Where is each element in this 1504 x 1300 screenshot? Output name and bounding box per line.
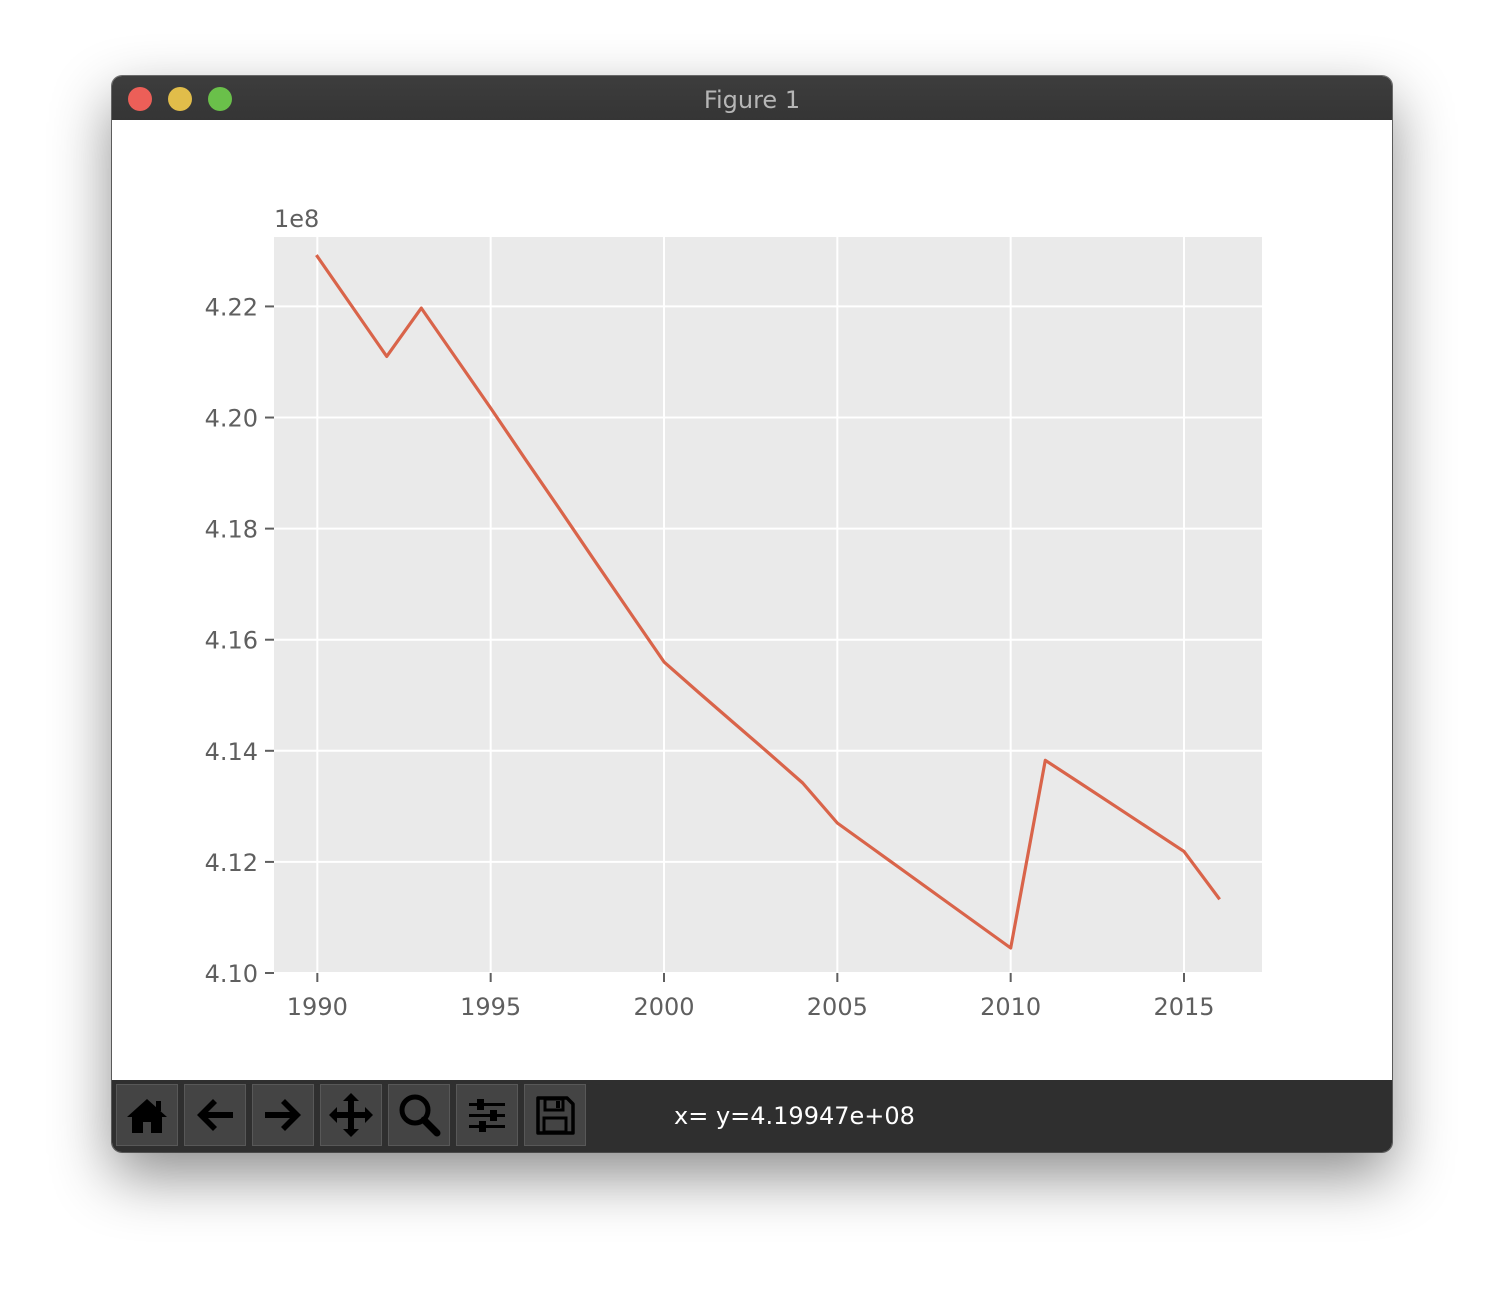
forward-button[interactable] (252, 1084, 314, 1146)
y-tick-label: 4.10 (205, 960, 258, 988)
x-tick-label: 2015 (1153, 993, 1214, 1021)
save-floppy-icon (536, 1096, 575, 1135)
y-tick-label: 4.14 (205, 738, 258, 766)
y-tick-label: 4.20 (205, 405, 258, 433)
minimize-window-button[interactable] (168, 87, 192, 111)
window-title: Figure 1 (703, 86, 801, 114)
configure-subplots-button[interactable] (456, 1084, 518, 1146)
x-tick-label: 1995 (460, 993, 521, 1021)
forward-arrow-icon (265, 1099, 301, 1131)
pan-button[interactable] (320, 1084, 382, 1146)
zoom-magnifier-icon (399, 1094, 441, 1137)
maximize-window-button[interactable] (208, 87, 232, 111)
y-tick-label: 4.18 (205, 516, 258, 544)
zoom-button[interactable] (388, 1084, 450, 1146)
cursor-coordinates-readout: x= y=4.19947e+08 (674, 1102, 915, 1130)
y-tick-label: 4.16 (205, 627, 258, 655)
close-window-button[interactable] (128, 87, 152, 111)
configure-subplots-icon (469, 1099, 505, 1132)
y-offset-label: 1e8 (274, 205, 319, 233)
back-button[interactable] (184, 1084, 246, 1146)
y-tick-label: 4.22 (205, 293, 258, 321)
x-tick-label: 2000 (633, 993, 694, 1021)
home-icon (127, 1099, 167, 1133)
y-tick-label: 4.12 (205, 849, 258, 877)
x-tick-label: 1990 (287, 993, 348, 1021)
title-bar[interactable]: Figure 1 (112, 76, 1392, 121)
plot-area[interactable] (274, 237, 1262, 973)
pan-move-icon (329, 1093, 373, 1137)
figure-window: Figure 1 4.10 4.12 4.14 4.16 4.18 4.20 4.22 199… (112, 76, 1392, 1152)
home-button[interactable] (116, 1084, 178, 1146)
save-button[interactable] (524, 1084, 586, 1146)
navigation-toolbar: x= y=4.19947e+08 (112, 1080, 1392, 1152)
x-tick-label: 2010 (980, 993, 1041, 1021)
x-tick-label: 2005 (807, 993, 868, 1021)
back-arrow-icon (197, 1099, 233, 1131)
figure-canvas[interactable]: 4.10 4.12 4.14 4.16 4.18 4.20 4.22 1990 1995 2000… (112, 120, 1392, 1080)
series-line[interactable] (315, 254, 1221, 950)
line-chart[interactable]: 4.10 4.12 4.14 4.16 4.18 4.20 4.22 1990 1995 2000… (112, 120, 1392, 1080)
